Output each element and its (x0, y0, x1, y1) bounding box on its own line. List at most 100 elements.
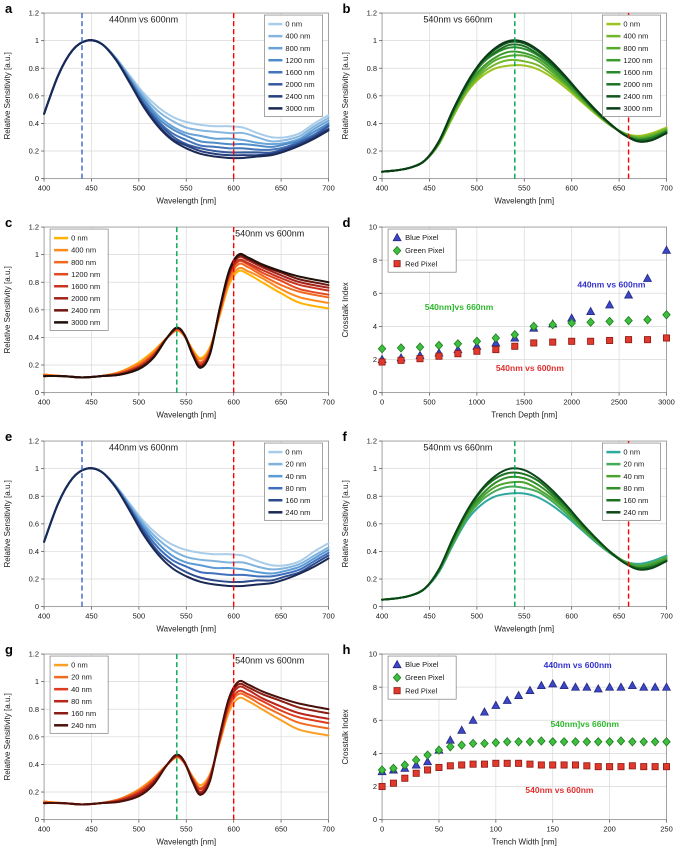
point-blue-pixel (502, 695, 512, 705)
point-red-pixel (434, 764, 442, 772)
y-tick-label: 1 (372, 464, 376, 473)
y-tick-label: 0.6 (366, 91, 376, 100)
y-tick-label: 1 (35, 677, 39, 686)
annotation: 540nm]vs 660nm (424, 302, 493, 312)
legend-label: 3000 nm (71, 318, 100, 327)
point-green-pixel (456, 740, 466, 751)
point-red-pixel (491, 345, 499, 353)
point-red-pixel (434, 352, 442, 360)
x-tick-label: 200 (603, 825, 616, 834)
panel-title: 540nm vs 660nm (423, 15, 492, 25)
point-red-pixel (582, 762, 590, 770)
panel-title: 440nm vs 600nm (109, 442, 178, 452)
legend-label: 20 nm (285, 459, 306, 468)
chart-a-spectra: 400 450 500 550 600 650 700 0 0.2 0.4 0.6 0.8 1 1.2 Wa… (3, 9, 335, 206)
y-tick-label: 0.4 (29, 760, 39, 769)
point-green-pixel (536, 736, 546, 746)
y-tick-label: 0.6 (29, 519, 39, 528)
point-red-pixel (503, 760, 511, 768)
x-tick-label: 700 (322, 184, 335, 193)
point-red-pixel (548, 338, 556, 346)
legend-box (49, 655, 109, 734)
panel-letter-a: a (5, 1, 13, 16)
y-tick-label: 1.2 (29, 222, 39, 231)
chart-h-crosstalk-width: 0 50 100 150 200 250 0 2 4 6 8 10 Trench Width [nm] C… (341, 650, 673, 847)
point-green-pixel (547, 319, 557, 330)
x-tick-label: 550 (518, 184, 531, 193)
point-green-pixel (529, 321, 538, 331)
annotation: 440nm vs 600nm (543, 660, 612, 670)
panel-c: c 400 450 500 550 600 650 700 0 0.2 0.4 0.6 0.8 1 1.2… (0, 214, 338, 428)
annotation: 540nm vs 600nm (495, 363, 564, 373)
x-tick-label: 600 (565, 184, 578, 193)
point-blue-pixel (661, 682, 671, 691)
legend-label: 3000 nm (285, 104, 314, 113)
point-green-pixel (638, 737, 648, 747)
x-tick-label: 500 (133, 825, 146, 834)
y-axis-title: Relative Sensitivity [a.u.] (341, 52, 350, 139)
y-tick-label: 1.2 (29, 650, 39, 659)
annotation: 440nm vs 600nm (577, 279, 646, 289)
legend-box (601, 14, 661, 117)
point-green-pixel (623, 315, 633, 326)
annotation: 540nm]vs 660nm (550, 719, 619, 729)
point-blue-pixel (615, 682, 626, 691)
x-tick-label: 600 (565, 611, 578, 620)
point-green-pixel (650, 737, 659, 747)
panel-letter-h: h (342, 642, 351, 658)
x-tick-label: 700 (660, 184, 673, 193)
legend-box (264, 14, 323, 117)
legend-label: 800 nm (71, 258, 96, 267)
legend-label: 160 nm (285, 495, 310, 504)
point-green-pixel (445, 742, 455, 752)
y-tick-label: 0 (35, 174, 39, 183)
y-tick-label: 0.6 (29, 733, 39, 742)
y-tick-label: 10 (368, 650, 376, 659)
panel-letter-c: c (5, 214, 13, 230)
x-tick-label: 700 (322, 397, 335, 406)
panel-a: a 400 450 500 550 600 650 700 0 0.2 0.4 0.6 0.8 1 1.2… (0, 0, 338, 214)
point-red-pixel (412, 770, 420, 778)
y-tick-label: 0 (372, 602, 376, 611)
x-tick-label: 650 (612, 184, 625, 193)
series-3000-nm (43, 39, 330, 160)
x-axis-title: Wavelength [nm] (156, 410, 216, 419)
y-tick-label: 0.8 (29, 491, 39, 500)
x-tick-label: 150 (546, 825, 559, 834)
point-red-pixel (624, 335, 632, 343)
legend-label: Blue Pixel (405, 233, 439, 242)
x-axis-title: Wavelength [nm] (494, 197, 554, 206)
y-axis-title: Relative Sensitivity [a.u.] (3, 693, 12, 780)
point-red-pixel (491, 760, 499, 768)
legend-label: 0 nm (71, 661, 88, 670)
y-tick-label: 0.8 (366, 64, 376, 73)
y-tick-label: 0.2 (29, 788, 39, 797)
point-red-pixel (457, 761, 465, 769)
point-green-pixel (559, 737, 568, 747)
point-red-pixel (389, 779, 397, 787)
legend-label: 3000 nm (623, 104, 652, 113)
legend-label: 2000 nm (623, 80, 652, 89)
panel-title: 540nm vs 600nm (235, 656, 304, 666)
annotation: 540nm vs 600nm (525, 785, 594, 795)
x-tick-label: 500 (133, 397, 146, 406)
point-blue-pixel (638, 682, 648, 691)
y-axis-title: Crosstalk Index (341, 709, 350, 764)
panel-title: 540nm vs 660nm (423, 442, 492, 452)
y-tick-label: 0.6 (29, 91, 39, 100)
point-green-pixel (479, 738, 489, 749)
series-240-nm (43, 680, 330, 806)
legend-label: 1600 nm (71, 282, 100, 291)
point-blue-pixel (661, 245, 671, 254)
y-tick-label: 0.2 (366, 574, 376, 583)
point-red-pixel (548, 761, 556, 769)
series-3000-nm (380, 39, 667, 173)
x-tick-label: 0 (379, 825, 383, 834)
y-tick-label: 1.2 (29, 436, 39, 445)
x-tick-label: 400 (38, 825, 51, 834)
point-green-pixel (566, 318, 576, 328)
panel-letter-e: e (5, 428, 13, 444)
point-blue-pixel (513, 690, 523, 700)
panel-letter-f: f (342, 428, 347, 444)
legend-label: 240 nm (285, 507, 310, 516)
